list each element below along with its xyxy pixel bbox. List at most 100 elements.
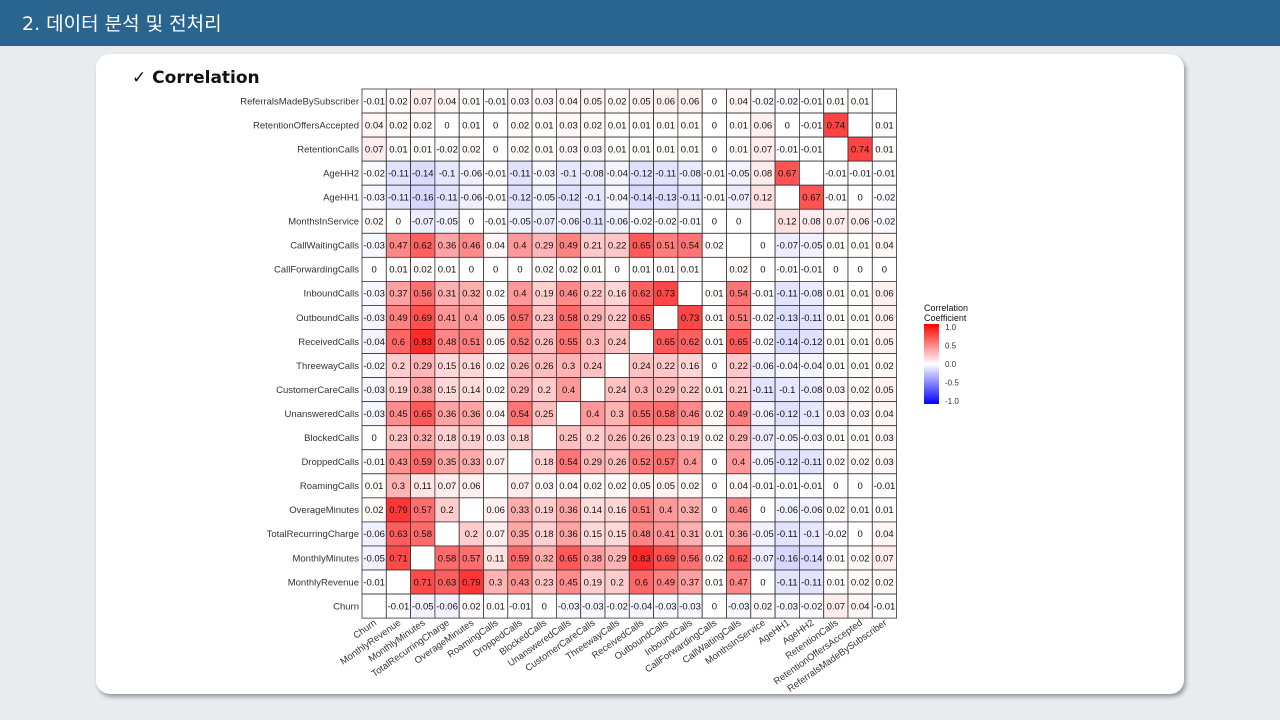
heatmap-cell-value: -0.01 bbox=[801, 96, 823, 107]
heatmap-cell-value: -0.02 bbox=[874, 217, 896, 228]
heatmap-cell-value: 0.58 bbox=[414, 529, 433, 540]
heatmap-cell-value: 0.02 bbox=[681, 481, 700, 492]
heatmap-cell-value: 0.37 bbox=[389, 289, 408, 300]
heatmap-cell-value: 0.29 bbox=[657, 385, 676, 396]
heatmap-cell-value: 0.71 bbox=[389, 553, 408, 564]
heatmap-cell-value: -0.01 bbox=[363, 577, 385, 588]
heatmap-cell bbox=[361, 329, 387, 354]
heatmap-cell-value: 0.52 bbox=[632, 457, 651, 468]
heatmap-cell bbox=[361, 425, 387, 451]
heatmap-cell-value: -0.11 bbox=[777, 289, 798, 300]
heatmap-cell-value: 0.04 bbox=[851, 601, 870, 612]
legend-tick-label: 0.0 bbox=[945, 360, 957, 369]
heatmap-cell-value: 0.02 bbox=[486, 289, 505, 300]
heatmap-cell-value: 0.02 bbox=[875, 577, 894, 588]
heatmap-cell-value: 0.62 bbox=[681, 337, 700, 348]
heatmap-cell bbox=[847, 136, 873, 162]
heatmap-cell bbox=[361, 256, 387, 282]
heatmap-cell-value: -0.01 bbox=[485, 96, 507, 107]
heatmap-cell-value: -0.04 bbox=[631, 601, 653, 612]
heatmap-cell bbox=[385, 377, 411, 403]
heatmap-cell bbox=[799, 160, 825, 186]
heatmap-cell bbox=[823, 88, 849, 114]
heatmap-cell bbox=[677, 184, 703, 210]
heatmap-cell bbox=[847, 593, 873, 619]
heatmap-cell-value: -0.04 bbox=[801, 361, 823, 372]
heatmap-cell bbox=[774, 449, 800, 475]
heatmap-cell-value: 0.2 bbox=[538, 385, 551, 396]
heatmap-cell bbox=[410, 112, 436, 138]
heatmap-cell bbox=[531, 232, 557, 258]
heatmap-cell-value: 0.01 bbox=[535, 144, 554, 155]
heatmap-cell-value: 0 bbox=[760, 241, 765, 252]
heatmap-cell bbox=[507, 160, 533, 186]
heatmap-cell-value: 0.3 bbox=[611, 409, 624, 420]
heatmap-cell bbox=[799, 377, 825, 403]
heatmap-cell-value: -0.03 bbox=[363, 313, 385, 324]
heatmap-cell-value: 0.83 bbox=[632, 553, 651, 564]
heatmap-cell bbox=[871, 569, 897, 595]
heatmap-cell-value: -0.06 bbox=[363, 529, 385, 540]
heatmap-cell bbox=[750, 329, 776, 354]
heatmap-cell-value: 0.02 bbox=[511, 144, 530, 155]
heatmap-cell bbox=[434, 545, 460, 571]
heatmap-cell-value: 0.06 bbox=[875, 313, 894, 324]
heatmap-cell-value: 0.26 bbox=[511, 361, 530, 372]
heatmap-cell-value: 0.3 bbox=[635, 385, 648, 396]
heatmap-cell-value: 0.26 bbox=[608, 433, 627, 444]
heatmap-cell bbox=[871, 545, 897, 571]
heatmap-cell-value: 0.31 bbox=[681, 529, 700, 540]
heatmap-cell-value: -0.01 bbox=[485, 217, 507, 228]
heatmap-cell-value: 0.04 bbox=[438, 96, 457, 107]
heatmap-cell-value: 0.38 bbox=[414, 385, 433, 396]
heatmap-cell bbox=[604, 449, 630, 475]
heatmap-cell bbox=[653, 353, 679, 378]
heatmap-cell bbox=[361, 232, 387, 258]
heatmap-cell-value: -0.01 bbox=[801, 481, 823, 492]
legend-tick-label: -1.0 bbox=[945, 397, 959, 406]
legend-tick-label: -0.5 bbox=[945, 379, 959, 388]
heatmap-cell-value: 0.01 bbox=[486, 601, 505, 612]
heatmap-cell bbox=[750, 569, 776, 595]
heatmap-cell-value: -0.05 bbox=[752, 457, 774, 468]
heatmap-cell-value: -0.01 bbox=[801, 120, 823, 131]
header-bar: 2. 데이터 분석 및 전처리 bbox=[0, 0, 1280, 46]
heatmap-cell-value: -0.11 bbox=[801, 313, 822, 324]
heatmap-cell-value: 0.03 bbox=[827, 409, 846, 420]
heatmap-cell bbox=[653, 305, 679, 330]
heatmap-cell-value: 0.01 bbox=[365, 481, 384, 492]
heatmap-cell-value: 0 bbox=[858, 265, 863, 276]
heatmap-cell bbox=[531, 112, 557, 138]
heatmap-cell bbox=[871, 593, 897, 619]
heatmap-cell-value: 0.04 bbox=[875, 529, 894, 540]
heatmap-cell-value: -0.07 bbox=[728, 193, 750, 204]
heatmap-cell bbox=[434, 88, 460, 114]
heatmap-cell bbox=[604, 569, 630, 595]
heatmap-cell bbox=[458, 449, 484, 475]
heatmap-cell-value: 0.01 bbox=[608, 144, 627, 155]
heatmap-cell bbox=[847, 256, 873, 282]
heatmap-cell bbox=[871, 473, 897, 499]
heatmap-cell-value: 0.52 bbox=[511, 337, 530, 348]
heatmap-cell-value: -0.04 bbox=[363, 337, 385, 348]
heatmap-cell bbox=[410, 329, 436, 354]
heatmap-cell-value: 0.06 bbox=[875, 289, 894, 300]
heatmap-cell bbox=[799, 473, 825, 499]
heatmap-cell-value: 0.06 bbox=[486, 505, 505, 516]
heatmap-cell bbox=[385, 545, 411, 571]
heatmap-cell-value: 0 bbox=[712, 481, 717, 492]
heatmap-cell-value: 0.07 bbox=[486, 529, 505, 540]
heatmap-cell-value: 0.48 bbox=[632, 529, 651, 540]
heatmap-cell bbox=[653, 377, 679, 403]
heatmap-cell bbox=[799, 112, 825, 138]
heatmap-cell bbox=[750, 593, 776, 619]
heatmap-cell-value: 0.36 bbox=[559, 529, 578, 540]
heatmap-cell-value: -0.14 bbox=[801, 553, 823, 564]
heatmap-cell bbox=[507, 136, 533, 162]
heatmap-cell-value: 0.03 bbox=[486, 433, 505, 444]
heatmap-cell bbox=[580, 88, 606, 114]
heatmap-cell-value: -0.01 bbox=[874, 601, 896, 612]
heatmap-cell bbox=[726, 232, 752, 258]
heatmap-cell-value: 0.15 bbox=[584, 529, 603, 540]
heatmap-cell bbox=[799, 545, 825, 571]
